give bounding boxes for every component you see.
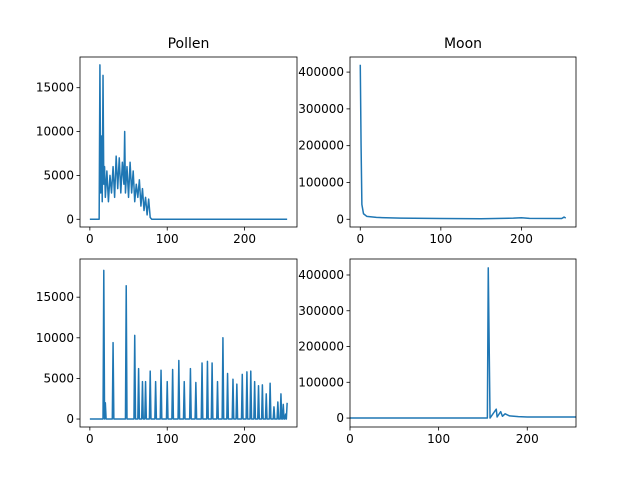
y-tick-label: 5000 [43, 168, 74, 182]
axes-frame [349, 258, 577, 428]
y-tick-label: 100000 [298, 175, 344, 189]
y-tick-label: 0 [336, 212, 344, 226]
x-tick-label: 0 [346, 432, 354, 446]
x-tick-label: 100 [429, 232, 452, 246]
y-tick-label: 400000 [298, 65, 344, 79]
axes-title: Moon [444, 36, 482, 52]
x-tick-label: 200 [516, 432, 539, 446]
y-tick-label: 10000 [36, 331, 74, 345]
y-tick-label: 15000 [36, 290, 74, 304]
y-tick-label: 0 [336, 411, 344, 425]
y-tick-label: 10000 [36, 125, 74, 139]
y-tick-label: 0 [66, 212, 74, 226]
x-tick-label: 0 [86, 432, 94, 446]
x-tick-label: 100 [156, 232, 179, 246]
y-tick-label: 400000 [298, 268, 344, 282]
y-tick-label: 0 [66, 412, 74, 426]
data-line [359, 64, 567, 220]
y-tick-label: 5000 [43, 371, 74, 385]
axes-frame [79, 56, 298, 228]
y-tick-label: 300000 [298, 102, 344, 116]
axes-frame [79, 258, 298, 428]
x-tick-label: 200 [510, 232, 533, 246]
data-line [89, 64, 288, 221]
data-line [350, 267, 576, 419]
x-tick-label: 0 [86, 232, 94, 246]
y-tick-label: 300000 [298, 304, 344, 318]
x-tick-label: 0 [356, 232, 364, 246]
axes-frame [349, 56, 577, 228]
x-tick-label: 200 [233, 432, 256, 446]
x-tick-label: 100 [427, 432, 450, 446]
data-line [89, 269, 288, 420]
y-tick-label: 200000 [298, 340, 344, 354]
x-tick-label: 100 [156, 432, 179, 446]
y-tick-label: 200000 [298, 139, 344, 153]
x-tick-label: 200 [233, 232, 256, 246]
y-tick-label: 15000 [36, 81, 74, 95]
axes-title: Pollen [168, 36, 210, 52]
y-tick-label: 100000 [298, 375, 344, 389]
